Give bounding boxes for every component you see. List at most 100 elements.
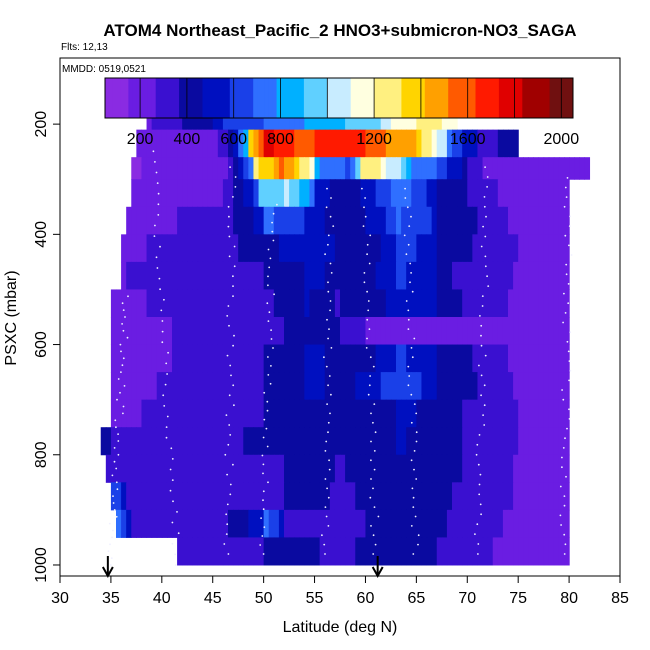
heatmap-cell bbox=[446, 317, 453, 346]
track-dot bbox=[327, 243, 329, 246]
heatmap-cell bbox=[110, 289, 117, 318]
colorbar-segment bbox=[331, 78, 336, 118]
heatmap-cell bbox=[253, 509, 260, 538]
heatmap-cell bbox=[431, 372, 438, 401]
heatmap-cell bbox=[222, 261, 229, 290]
heatmap-cell bbox=[329, 509, 336, 538]
heatmap-cell bbox=[177, 427, 183, 456]
heatmap-cell bbox=[161, 509, 168, 538]
heatmap-cell bbox=[319, 317, 326, 346]
heatmap-cell bbox=[243, 234, 249, 263]
track-dot bbox=[410, 347, 413, 349]
heatmap-cell bbox=[477, 427, 484, 456]
track-dot bbox=[480, 394, 482, 397]
colorbar-segment bbox=[510, 78, 515, 118]
colorbar-segment bbox=[335, 78, 340, 118]
heatmap-cell bbox=[309, 399, 316, 428]
heatmap-cell bbox=[141, 427, 148, 456]
track-dot bbox=[374, 431, 377, 434]
heatmap-cell bbox=[564, 344, 570, 373]
heatmap-cell bbox=[390, 427, 397, 456]
heatmap-cell bbox=[273, 206, 280, 235]
heatmap-cell bbox=[416, 234, 423, 263]
heatmap-cell bbox=[146, 317, 153, 346]
track-dot bbox=[228, 394, 231, 397]
heatmap-cell bbox=[543, 157, 550, 180]
heatmap-cell bbox=[268, 482, 275, 511]
heatmap-cell bbox=[263, 454, 270, 483]
heatmap-cell bbox=[263, 427, 270, 456]
heatmap-cell bbox=[543, 179, 550, 208]
track-dot bbox=[226, 354, 229, 357]
heatmap-cell bbox=[548, 261, 555, 290]
heatmap-cell bbox=[513, 317, 519, 346]
heatmap-cell bbox=[243, 129, 249, 158]
heatmap-cell bbox=[263, 372, 270, 401]
heatmap-cell bbox=[151, 179, 158, 208]
track-dot bbox=[563, 292, 565, 295]
heatmap-cell bbox=[528, 317, 535, 346]
heatmap-cell bbox=[273, 509, 280, 538]
heatmap-cell bbox=[411, 509, 417, 538]
heatmap-cell bbox=[299, 509, 305, 538]
heatmap-cell bbox=[177, 289, 183, 318]
heatmap-cell bbox=[314, 289, 321, 318]
heatmap-cell bbox=[278, 206, 285, 235]
heatmap-cell bbox=[172, 107, 178, 131]
colorbar-tick-label: 400 bbox=[174, 131, 201, 148]
heatmap-cell bbox=[273, 372, 280, 401]
heatmap-cell bbox=[233, 261, 239, 290]
heatmap-cell bbox=[345, 206, 351, 235]
track-dot bbox=[372, 487, 374, 490]
heatmap-cell bbox=[482, 509, 489, 538]
heatmap-cell bbox=[350, 289, 356, 318]
colorbar-segment bbox=[475, 78, 480, 118]
heatmap-cell bbox=[492, 537, 499, 566]
heatmap-cell bbox=[238, 427, 244, 456]
heatmap-cell bbox=[492, 234, 499, 263]
heatmap-cell bbox=[238, 206, 244, 235]
heatmap-cell bbox=[513, 427, 519, 456]
heatmap-cell bbox=[523, 317, 529, 346]
heatmap-cell bbox=[151, 206, 158, 235]
heatmap-cell bbox=[141, 289, 148, 318]
heatmap-cell bbox=[543, 482, 550, 511]
heatmap-cell bbox=[375, 179, 382, 208]
heatmap-cell bbox=[228, 427, 234, 456]
heatmap-cell bbox=[360, 206, 367, 235]
heatmap-cell bbox=[462, 289, 468, 318]
heatmap-cell bbox=[248, 317, 255, 346]
heatmap-cell bbox=[416, 454, 423, 483]
track-dot bbox=[157, 203, 160, 206]
track-dot bbox=[327, 290, 330, 293]
heatmap-cell bbox=[253, 206, 260, 235]
heatmap-cell bbox=[508, 206, 514, 235]
heatmap-cell bbox=[533, 179, 540, 208]
heatmap-cell bbox=[548, 454, 555, 483]
heatmap-cell bbox=[523, 289, 529, 318]
heatmap-cell bbox=[446, 179, 453, 208]
heatmap-cell bbox=[202, 509, 209, 538]
heatmap-cell bbox=[136, 206, 143, 235]
heatmap-cell bbox=[182, 372, 188, 401]
heatmap-cell bbox=[172, 179, 178, 208]
heatmap-cell bbox=[314, 157, 321, 180]
heatmap-cell bbox=[299, 344, 305, 373]
colorbar-segment bbox=[389, 78, 395, 118]
heatmap-cell bbox=[217, 206, 224, 235]
heatmap-cell bbox=[299, 206, 305, 235]
heatmap-cell bbox=[467, 509, 473, 538]
track-dot bbox=[232, 344, 235, 347]
heatmap-cell bbox=[121, 289, 127, 318]
heatmap-cell bbox=[253, 427, 260, 456]
heatmap-cell bbox=[146, 482, 153, 511]
heatmap-cell bbox=[172, 157, 178, 180]
heatmap-cell bbox=[411, 261, 417, 290]
heatmap-cell bbox=[197, 344, 204, 373]
heatmap-cell bbox=[477, 372, 484, 401]
track-dot bbox=[324, 478, 327, 480]
track-dot bbox=[366, 243, 369, 246]
heatmap-cell bbox=[197, 482, 204, 511]
heatmap-cell bbox=[396, 206, 402, 235]
track-dot bbox=[227, 225, 230, 228]
